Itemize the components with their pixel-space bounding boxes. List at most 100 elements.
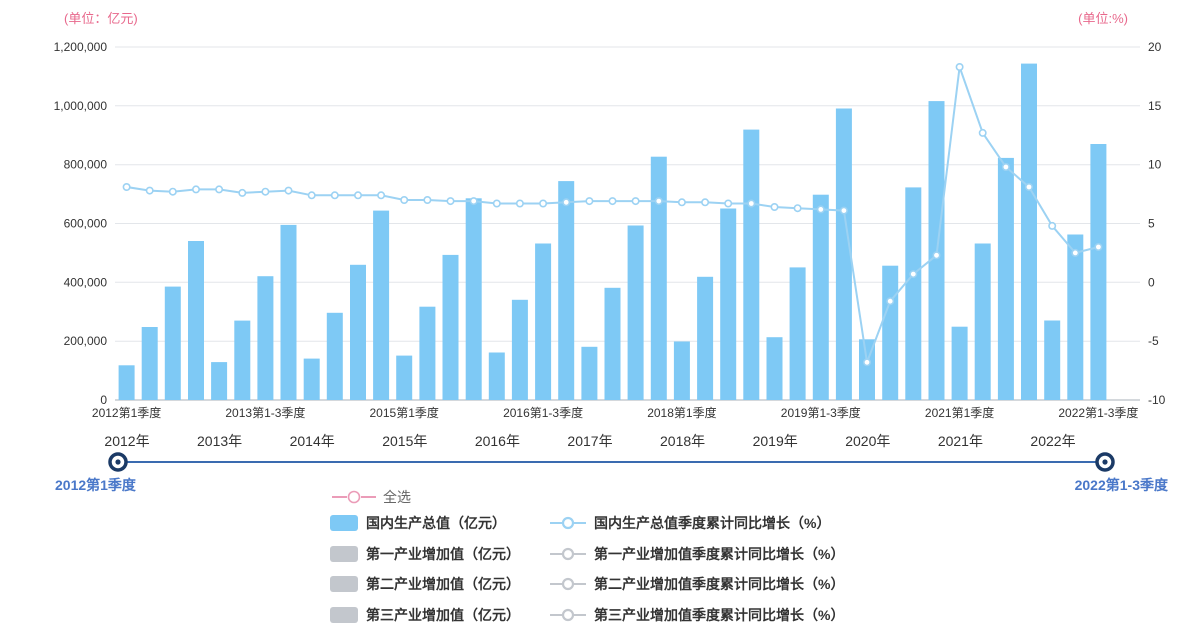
growth-point-marker	[261, 187, 270, 196]
gdp-bar	[188, 241, 204, 400]
gdp-bar	[882, 265, 899, 400]
gdp-chart: 0 200,000 400,000 600,000 800,000 1,000,000 1,…	[54, 40, 1166, 420]
growth-point-marker	[353, 191, 362, 200]
right-axis-tick: -5	[1148, 334, 1159, 348]
left-axis-tick: 800,000	[64, 158, 108, 172]
growth-point-marker	[816, 205, 825, 214]
gdp-bar	[350, 264, 366, 400]
slider-handle-right[interactable]	[1095, 452, 1115, 472]
growth-point-marker	[469, 197, 478, 206]
legend-item[interactable]: 第三产业增加值（亿元）	[330, 605, 520, 625]
legend-item-label: 国内生产总值季度累计同比增长（%）	[594, 515, 831, 531]
growth-point-marker	[631, 197, 640, 206]
left-axis-tick: 1,000,000	[54, 99, 108, 113]
gdp-bar	[442, 254, 459, 400]
gdp-bar	[164, 286, 181, 400]
gdp-bar	[720, 208, 737, 400]
line-swatch	[550, 547, 586, 560]
legend-select-all[interactable]: 全选	[332, 487, 411, 507]
growth-point-marker	[122, 183, 131, 192]
gdp-bars	[118, 63, 1107, 400]
right-axis-tick: -10	[1148, 393, 1166, 407]
legend-item-label: 第二产业增加值季度累计同比增长（%）	[594, 576, 845, 592]
gdp-bar	[581, 346, 598, 400]
legend-item[interactable]: 第一产业增加值季度累计同比增长（%）	[550, 544, 844, 564]
growth-point-marker	[747, 199, 756, 208]
grid-and-axes: 0 200,000 400,000 600,000 800,000 1,000,000 1,…	[54, 40, 1166, 420]
x-axis-tick: 2015第1季度	[370, 405, 439, 420]
growth-point-marker	[909, 270, 918, 279]
timeline-slider	[0, 448, 1185, 478]
left-axis-tick: 0	[100, 393, 107, 407]
growth-point-marker	[492, 199, 501, 208]
gdp-growth-line	[122, 62, 1103, 367]
legend-item[interactable]: 第三产业增加值季度累计同比增长（%）	[550, 605, 844, 625]
x-axis-tick: 2019第1-3季度	[781, 405, 861, 420]
right-axis-tick: 10	[1148, 158, 1162, 172]
gdp-bar	[789, 267, 806, 400]
growth-point-marker	[839, 206, 848, 215]
legend-item[interactable]: 第二产业增加值季度累计同比增长（%）	[550, 574, 844, 594]
legend-item-label: 第一产业增加值（亿元）	[366, 545, 520, 562]
legend: 全选国内生产总值（亿元） 国内生产总值季度累计同比增长（%） 第一产业增加值（亿元）…	[330, 487, 1030, 625]
gdp-bar	[1044, 320, 1061, 400]
x-axis-tick: 2012第1季度	[92, 405, 161, 420]
timeline-year: 2020年	[845, 433, 891, 449]
left-axis-tick: 600,000	[64, 217, 108, 231]
gdp-bar	[1021, 63, 1037, 400]
growth-point-marker	[284, 186, 293, 195]
growth-point-marker	[608, 197, 617, 206]
growth-point-marker	[446, 197, 455, 206]
legend-item-label: 第三产业增加值（亿元）	[366, 606, 520, 623]
legend-item[interactable]: 第一产业增加值（亿元）	[330, 544, 520, 564]
growth-point-marker	[330, 191, 339, 200]
right-axis-tick: 20	[1148, 40, 1162, 54]
gdp-bar	[488, 352, 505, 400]
left-axis-tick: 200,000	[64, 334, 108, 348]
growth-point-marker	[192, 185, 201, 194]
gdp-bar	[396, 355, 413, 400]
timeline-years: 2012年 2013年 2014年 2015年 2016年 2017年 2018年 2019年…	[0, 431, 1185, 451]
growth-point-marker	[886, 297, 895, 306]
gdp-bar	[118, 365, 135, 400]
growth-point-marker	[955, 62, 964, 71]
gdp-bar	[997, 157, 1014, 400]
select-all-label: 全选	[383, 489, 411, 505]
gdp-bar	[627, 225, 644, 400]
x-axis-tick: 2016第1-3季度	[503, 405, 583, 420]
growth-point-marker	[423, 196, 432, 205]
line-swatch	[550, 577, 586, 591]
right-axis-tick: 0	[1148, 275, 1155, 289]
slider-start-label: 2012第1季度	[55, 477, 136, 493]
legend-item[interactable]: 国内生产总值季度累计同比增长（%）	[550, 513, 830, 533]
select-all-icon	[332, 490, 376, 504]
growth-point-marker	[932, 251, 941, 260]
slider-handle-left[interactable]	[108, 452, 128, 472]
timeline-year: 2012年	[104, 433, 150, 449]
legend-item[interactable]: 第二产业增加值（亿元）	[330, 574, 520, 594]
left-axis-tick: 1,200,000	[54, 40, 108, 54]
timeline-year: 2019年	[752, 433, 798, 449]
growth-point-marker	[862, 358, 871, 367]
growth-point-marker	[145, 186, 154, 195]
gdp-bar	[234, 320, 251, 400]
gdp-bar	[535, 243, 552, 400]
timeline-year: 2014年	[289, 433, 335, 449]
gdp-bar	[974, 243, 991, 400]
line-swatch	[550, 516, 586, 530]
gdp-bar	[465, 198, 482, 400]
growth-point-marker	[168, 187, 177, 196]
right-axis-tick: 15	[1148, 99, 1162, 113]
gdp-bar	[650, 156, 667, 400]
legend-item[interactable]: 国内生产总值（亿元）	[330, 513, 506, 533]
legend-item-label: 第一产业增加值季度累计同比增长（%）	[594, 545, 845, 562]
left-axis-unit-label: (单位：亿元)	[64, 11, 138, 26]
growth-point-marker	[701, 198, 710, 207]
gdp-bar	[257, 276, 274, 400]
gdp-bar	[835, 108, 852, 400]
bar-swatch	[330, 576, 358, 592]
growth-point-marker	[724, 199, 733, 208]
gdp-bar	[1090, 144, 1107, 400]
x-axis-tick: 2018第1季度	[647, 405, 716, 420]
